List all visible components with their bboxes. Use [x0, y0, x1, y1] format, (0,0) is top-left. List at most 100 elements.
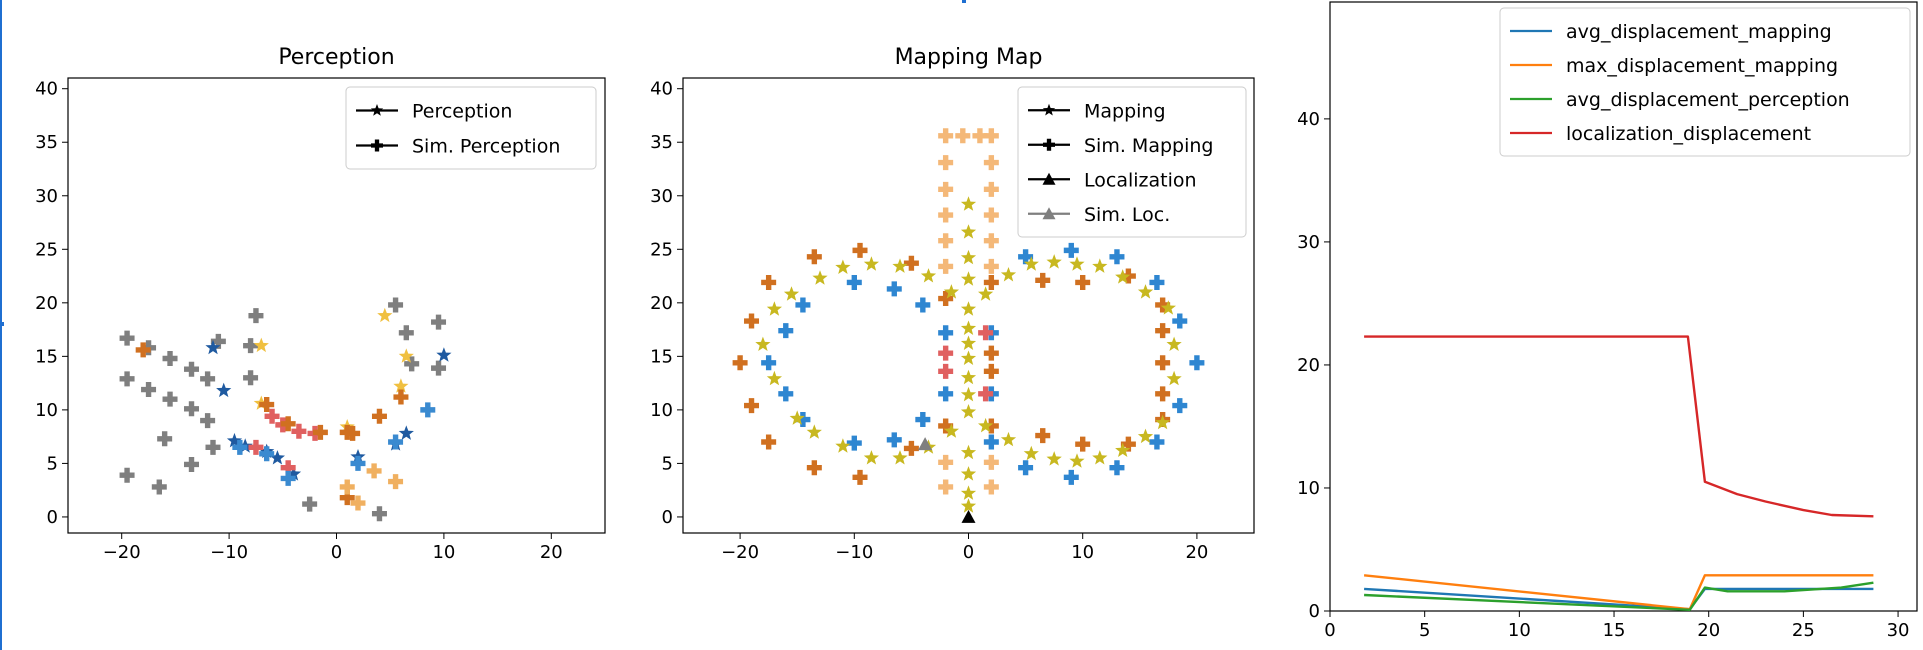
legend-label: Sim. Loc. [1084, 204, 1170, 226]
data-point [812, 270, 828, 285]
legend-label: Sim. Mapping [1084, 135, 1213, 157]
legend-box [1499, 7, 1911, 157]
data-point [983, 181, 999, 197]
data-point [1120, 436, 1136, 452]
data-point [1109, 249, 1125, 265]
data-point [141, 382, 157, 398]
data-point [863, 256, 879, 271]
data-point [938, 128, 954, 144]
legend-marker [1042, 103, 1056, 116]
data-point [983, 363, 999, 379]
data-point [978, 325, 994, 341]
data-point [205, 339, 221, 355]
data-point [1069, 453, 1085, 468]
data-point [431, 360, 447, 376]
data-point [983, 454, 999, 470]
data-point [778, 323, 794, 339]
y-tick-label: 10 [35, 400, 58, 421]
chart-title: Mapping Map [895, 45, 1043, 70]
data-point [216, 382, 232, 398]
data-point [371, 408, 387, 424]
data-point [200, 371, 216, 387]
data-point [205, 439, 221, 455]
series-4 [135, 342, 409, 506]
data-point [846, 274, 862, 290]
data-point [393, 378, 409, 393]
data-point [162, 391, 178, 407]
y-tick-label: 10 [1297, 478, 1320, 499]
data-point [983, 418, 999, 434]
data-point [892, 450, 908, 465]
displacement-panel: 0 5 10 15 20 25 30 0 10 20 30 40 avg_displacement_ma… [1297, 1, 1918, 641]
data-point [1023, 445, 1039, 461]
data-point [761, 274, 777, 290]
legend-label: Sim. Perception [412, 136, 560, 158]
data-point [1160, 300, 1176, 315]
y-tick-label: 25 [650, 239, 673, 260]
legend-box [345, 86, 597, 170]
data-point [339, 490, 355, 506]
data-point [938, 386, 954, 402]
y-tick-label: 35 [35, 132, 58, 153]
data-point [184, 456, 200, 472]
data-point [1137, 428, 1154, 444]
y-tick-label: 0 [47, 507, 58, 528]
y-tick-label: 20 [1297, 355, 1320, 376]
data-point [350, 495, 366, 511]
data-point [761, 434, 777, 450]
data-point [1069, 256, 1085, 271]
data-point [983, 233, 999, 249]
data-point [269, 450, 285, 465]
data-point [388, 297, 404, 313]
data-point [960, 224, 977, 239]
x-tick-label: 0 [1324, 620, 1335, 641]
data-point [938, 418, 954, 434]
data-point [938, 454, 954, 470]
data-point [1137, 284, 1154, 299]
data-point [280, 470, 296, 486]
data-point [938, 363, 954, 379]
data-point [1092, 258, 1108, 273]
data-point [983, 155, 999, 171]
x-tick-label: 20 [1697, 620, 1720, 641]
data-point [960, 196, 977, 211]
series-6 [918, 437, 933, 451]
series-line-avg-displacement-perception [1364, 581, 1874, 611]
data-point [1018, 249, 1034, 265]
data-point [248, 308, 264, 324]
data-point [1149, 434, 1165, 450]
legend-label: localization_displacement [1566, 123, 1811, 145]
data-point [350, 455, 366, 471]
data-point [1063, 469, 1079, 485]
x-tick-label: 20 [540, 542, 563, 563]
data-point [960, 335, 977, 350]
legend-marker [1042, 207, 1056, 220]
data-point [1023, 256, 1039, 271]
series-4 [755, 196, 1182, 513]
data-point [943, 284, 959, 299]
data-point [1109, 460, 1125, 476]
data-point [226, 432, 243, 448]
x-tick-label: 30 [1887, 620, 1910, 641]
data-point [761, 355, 777, 371]
data-point [983, 274, 999, 290]
data-point [938, 233, 954, 249]
data-point [280, 416, 296, 432]
data-point [1092, 450, 1108, 465]
data-point [961, 509, 976, 523]
data-point [119, 330, 135, 346]
data-point [377, 307, 393, 323]
legend: avg_displacement_mapping max_displacement… [1499, 7, 1911, 157]
data-point [259, 397, 275, 413]
data-point [983, 434, 999, 450]
data-point [983, 479, 999, 495]
x-tick-label: −20 [721, 542, 759, 563]
y-tick-label: 10 [650, 400, 673, 421]
data-point [259, 446, 275, 462]
y-tick-label: 30 [650, 186, 673, 207]
data-point [744, 313, 760, 329]
legend-label: avg_displacement_perception [1566, 89, 1850, 111]
series-6 [232, 402, 436, 486]
data-point [960, 271, 977, 286]
